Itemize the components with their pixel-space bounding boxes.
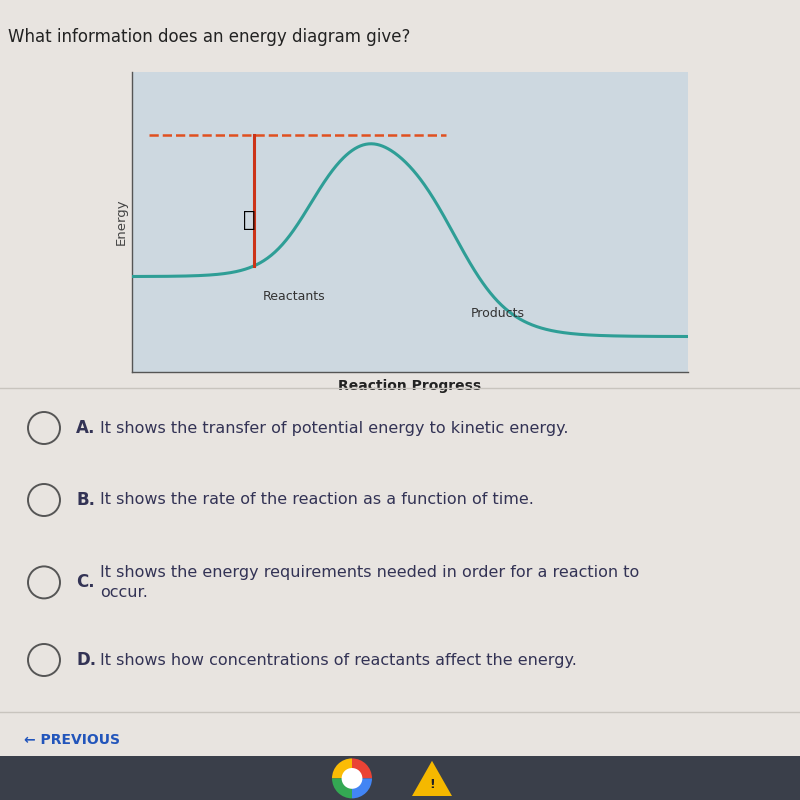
Text: It shows how concentrations of reactants affect the energy.: It shows how concentrations of reactants… — [100, 653, 577, 667]
X-axis label: Reaction Progress: Reaction Progress — [338, 379, 482, 393]
Text: A.: A. — [76, 419, 95, 437]
Text: It shows the rate of the reaction as a function of time.: It shows the rate of the reaction as a f… — [100, 493, 534, 507]
Text: !: ! — [429, 778, 435, 791]
Text: 🚴: 🚴 — [242, 210, 255, 230]
Text: Reactants: Reactants — [262, 290, 326, 303]
Text: It shows the transfer of potential energy to kinetic energy.: It shows the transfer of potential energ… — [100, 421, 569, 435]
Text: C.: C. — [76, 574, 94, 591]
Text: What information does an energy diagram give?: What information does an energy diagram … — [8, 28, 410, 46]
Y-axis label: Energy: Energy — [115, 198, 128, 246]
Text: D.: D. — [76, 651, 96, 669]
Text: It shows the energy requirements needed in order for a reaction to
occur.: It shows the energy requirements needed … — [100, 565, 639, 600]
Text: ← PREVIOUS: ← PREVIOUS — [24, 733, 120, 747]
Text: Products: Products — [471, 307, 525, 320]
Text: B.: B. — [76, 491, 95, 509]
